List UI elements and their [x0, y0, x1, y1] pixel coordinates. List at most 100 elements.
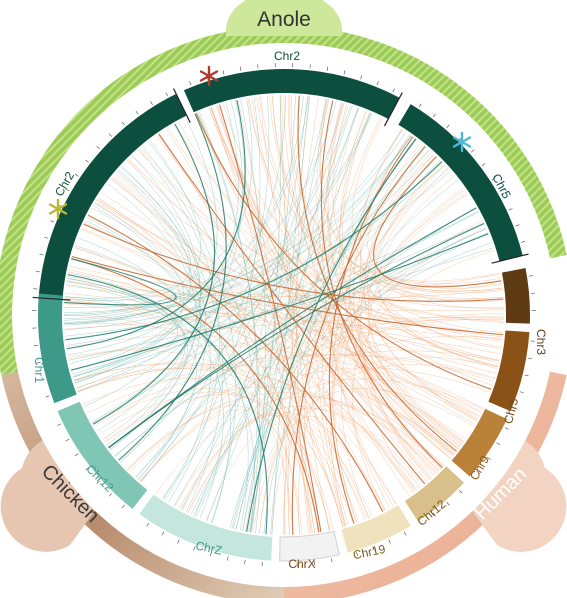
synteny-link	[74, 246, 416, 492]
synteny-link	[322, 103, 394, 507]
synteny-link	[117, 170, 504, 336]
tick	[39, 253, 44, 256]
synteny-link	[108, 386, 439, 473]
tick	[239, 66, 242, 71]
synteny-link	[375, 163, 500, 361]
chicken-chrz-label: ChrZ	[194, 538, 223, 557]
tick-marks	[32, 63, 536, 567]
synteny-link	[71, 258, 320, 533]
tick	[193, 546, 196, 551]
tick	[481, 163, 486, 166]
tick	[513, 407, 518, 410]
synteny-link	[271, 364, 495, 535]
tick	[74, 173, 79, 177]
synteny-link	[353, 134, 439, 472]
tick	[376, 81, 379, 86]
chicken-chr1-ideogram	[38, 293, 77, 404]
tick	[210, 552, 212, 557]
tick	[227, 556, 229, 561]
synteny-link	[110, 178, 437, 474]
synteny-link	[179, 406, 420, 509]
synteny-link	[206, 112, 372, 522]
synteny-link	[363, 227, 486, 491]
tick	[504, 427, 509, 430]
tick	[356, 552, 358, 557]
tick	[515, 224, 520, 227]
human-chrx-ideogram	[279, 530, 340, 562]
tick	[36, 362, 41, 364]
tick	[146, 522, 150, 527]
anole-label: Anole	[257, 8, 311, 31]
tick	[65, 438, 70, 442]
tick	[35, 270, 40, 273]
synteny-link	[66, 284, 197, 480]
human-chr5-ideogram	[488, 330, 530, 412]
synteny-link	[139, 367, 491, 482]
tick	[521, 241, 526, 243]
tick	[85, 467, 89, 471]
tick	[519, 391, 524, 394]
synteny-link	[74, 211, 479, 382]
tick	[343, 70, 346, 75]
synteny-link	[68, 345, 482, 413]
synteny-link	[64, 300, 466, 440]
synteny-link	[140, 107, 359, 482]
synteny-link	[121, 166, 224, 513]
synteny-link	[65, 285, 504, 311]
synteny-link	[162, 207, 477, 499]
anole-chr2b-label: Chr2	[274, 49, 300, 63]
synteny-link	[119, 103, 344, 462]
tick	[45, 395, 50, 398]
synteny-link	[67, 274, 268, 535]
synteny-link	[92, 205, 211, 501]
tick	[44, 236, 49, 239]
human-chr19-ideogram	[341, 505, 411, 553]
synteny-link	[327, 107, 390, 509]
human-chr9-ideogram	[451, 408, 507, 477]
tick	[50, 220, 55, 223]
synteny-link	[195, 113, 492, 390]
synteny-link	[194, 135, 412, 517]
synteny-link	[73, 100, 245, 381]
synteny-link	[96, 199, 484, 409]
synteny-link	[331, 146, 426, 523]
synteny-link	[114, 232, 489, 456]
synteny-link	[92, 354, 495, 424]
tick	[165, 92, 168, 97]
synteny-link	[328, 136, 414, 524]
synteny-link	[64, 258, 177, 306]
synteny-link	[72, 102, 239, 377]
synteny-link	[113, 175, 344, 528]
tick	[476, 470, 481, 474]
synteny-link	[246, 138, 417, 532]
synteny-link	[298, 220, 483, 535]
synteny-link	[352, 249, 495, 511]
synteny-link	[290, 95, 502, 289]
synteny-link	[68, 272, 255, 533]
synteny-link	[210, 107, 451, 460]
anole-bubble	[226, 0, 342, 36]
tick	[74, 453, 79, 457]
chromosome-separator	[172, 88, 191, 123]
synteny-link	[135, 156, 438, 478]
tick	[331, 558, 333, 563]
synteny-link	[64, 101, 337, 326]
synteny-link	[64, 144, 424, 321]
synteny-link	[92, 135, 412, 424]
red-asterisk-icon	[199, 65, 219, 87]
synteny-link	[68, 247, 494, 361]
synteny-link	[83, 95, 286, 407]
tick	[496, 442, 501, 446]
synteny-link	[87, 214, 384, 512]
synteny-link	[139, 318, 504, 482]
synteny-link	[81, 227, 480, 417]
synteny-link	[138, 149, 503, 341]
human-chr12-ideogram	[404, 466, 464, 522]
synteny-link	[256, 96, 503, 294]
synteny-link	[283, 102, 342, 536]
synteny-link	[210, 107, 480, 417]
synteny-link	[373, 155, 502, 288]
chicken-chr12-ideogram	[57, 401, 148, 509]
tick	[508, 208, 513, 211]
synteny-link	[77, 364, 456, 453]
